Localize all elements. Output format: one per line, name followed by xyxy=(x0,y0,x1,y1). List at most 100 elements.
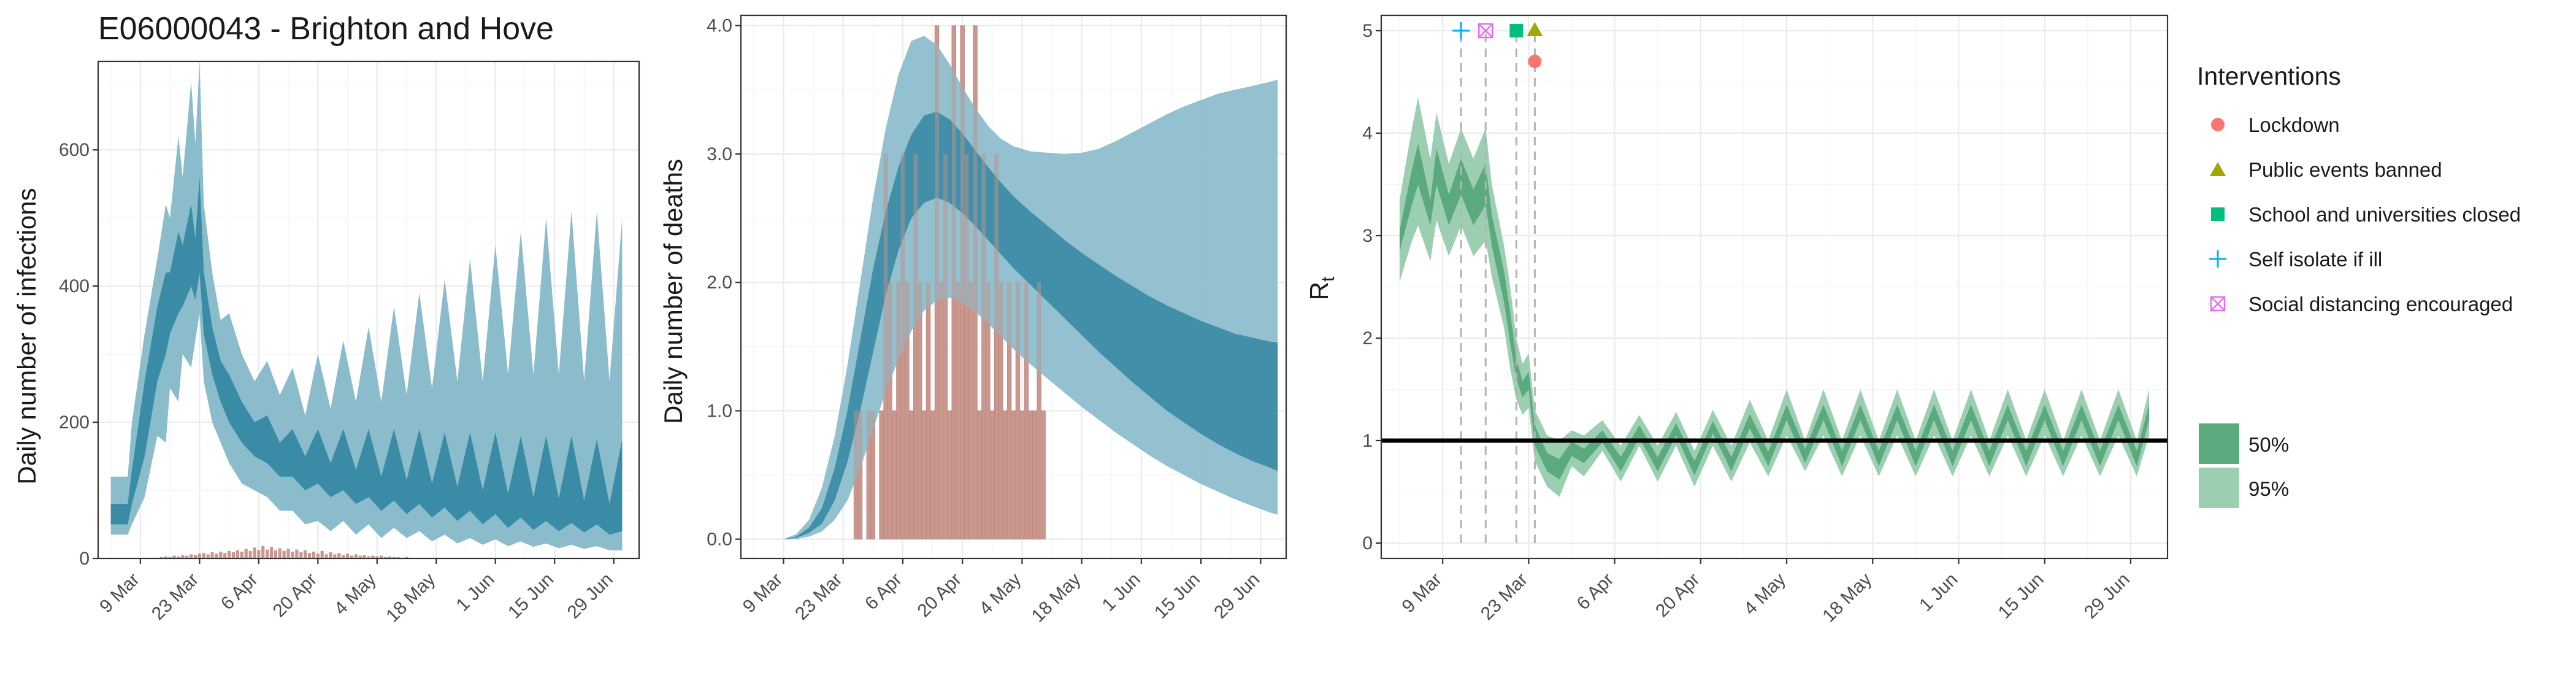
deaths-observed-bar-overlay xyxy=(892,411,897,539)
infections-case-bar xyxy=(261,546,265,558)
infections-y-tick-label: 600 xyxy=(59,140,90,160)
infections-y-axis-title: Daily number of infections xyxy=(12,188,41,484)
deaths-observed-bar-overlay xyxy=(854,411,858,539)
deaths-band-50 xyxy=(783,111,1278,539)
infections-case-bar xyxy=(367,556,370,558)
infections-case-bar xyxy=(316,554,320,558)
deaths-observed-bar-overlay xyxy=(973,25,978,539)
deaths-observed-bar-overlay xyxy=(918,282,922,539)
infections-case-bar xyxy=(320,550,324,558)
rt-y-axis-title-subscript: t xyxy=(1318,276,1338,282)
infections-case-bar xyxy=(362,555,366,558)
deaths-observed-bar-overlay xyxy=(1016,282,1020,539)
deaths-y-tick-label: 3.0 xyxy=(707,144,732,164)
rt-y-tick-label: 4 xyxy=(1362,123,1373,144)
infections-case-bar xyxy=(240,551,243,558)
infections-case-bar xyxy=(223,553,227,558)
self-isolate-plus-icon xyxy=(2209,250,2226,268)
social-distancing-marker-icon xyxy=(1478,23,1493,39)
infections-case-bar xyxy=(396,557,400,558)
rt-y-tick-label: 2 xyxy=(1362,328,1373,349)
deaths-observed-bar-overlay xyxy=(999,282,1003,539)
deaths-observed-bar-overlay xyxy=(1011,411,1016,539)
deaths-observed-bar-overlay xyxy=(947,411,952,539)
deaths-observed-bar-overlay xyxy=(977,411,982,539)
infections-case-bar xyxy=(274,550,278,558)
infections-case-bar xyxy=(392,557,396,558)
infections-case-bar xyxy=(358,555,362,558)
legend-title: Interventions xyxy=(2197,62,2341,90)
infections-case-bar xyxy=(231,552,236,558)
deaths-observed-bar-overlay xyxy=(981,153,986,539)
infections-panel-border xyxy=(97,60,640,560)
infections-case-bar xyxy=(312,551,316,558)
infections-case-bar xyxy=(177,556,180,558)
infections-case-bar xyxy=(299,552,303,558)
infections-case-bar xyxy=(206,554,210,558)
infections-case-bar xyxy=(383,557,388,558)
legend-label-ci-50: 50% xyxy=(2248,433,2289,456)
deaths-observed-bar-overlay xyxy=(1024,282,1029,539)
infections-case-bar xyxy=(405,557,408,558)
infections-case-bar xyxy=(193,555,197,558)
lockdown-marker-icon xyxy=(1528,55,1542,69)
lockdown-circle-icon xyxy=(2211,118,2225,131)
deaths-panel-border xyxy=(740,14,1287,560)
legend-ci-95: 95% xyxy=(2199,468,2289,508)
deaths-observed-bar-overlay xyxy=(858,411,862,539)
deaths-observed-bar-overlay xyxy=(1037,282,1041,539)
infections-case-bar xyxy=(291,551,294,558)
deaths-observed-bar-overlay xyxy=(900,153,905,539)
social-distancing-cross-icon xyxy=(2210,296,2225,311)
infections-case-bar xyxy=(181,555,185,558)
infections-case-bar xyxy=(350,555,354,558)
infections-case-bar xyxy=(354,554,358,558)
public-events-marker-icon xyxy=(1527,22,1543,37)
deaths-observed-bar-overlay xyxy=(870,411,875,539)
infections-case-bar xyxy=(286,549,290,558)
ci-50-swatch xyxy=(2199,423,2239,464)
infections-case-bar xyxy=(371,555,375,558)
infections-case-bar xyxy=(337,553,341,558)
infections-case-bar xyxy=(248,550,252,558)
deaths-observed-bar-overlay xyxy=(994,153,999,539)
deaths-observed-bar-overlay xyxy=(887,282,892,539)
infections-case-bar xyxy=(164,556,167,558)
infections-case-bar xyxy=(228,550,231,558)
legend-label-social-distancing: Social distancing encouraged xyxy=(2248,293,2513,315)
infections-case-bar xyxy=(185,555,189,558)
deaths-observed-bar-overlay xyxy=(1041,411,1046,539)
deaths-observed-bar-overlay xyxy=(879,411,884,539)
infections-case-bar xyxy=(168,557,172,558)
legend-label-school-closed: School and universities closed xyxy=(2248,203,2521,226)
social-distancing-marker-cross-icon xyxy=(1478,23,1493,38)
deaths-y-tick-label: 4.0 xyxy=(707,16,732,36)
infections-y-tick-label: 200 xyxy=(59,412,90,433)
deaths-observed-bar-overlay xyxy=(922,411,927,539)
deaths-observed-bar-overlay xyxy=(866,411,871,539)
infections-y-tick-label: 0 xyxy=(79,549,90,569)
social-distancing-boxx-icon xyxy=(2210,296,2226,312)
infections-case-bar xyxy=(345,554,350,558)
deaths-observed-bar-overlay xyxy=(939,282,943,539)
infections-case-bar xyxy=(329,552,332,558)
legend-ci-50: 50% xyxy=(2199,423,2289,464)
deaths-y-axis-title: Daily number of deaths xyxy=(659,159,688,424)
deaths-observed-bar-overlay xyxy=(1032,411,1037,539)
deaths-observed-bar-overlay xyxy=(896,282,901,539)
infections-case-bar xyxy=(159,557,163,558)
infections-case-bar xyxy=(278,548,282,558)
infections-case-bar xyxy=(219,551,223,558)
infections-case-bar xyxy=(197,554,201,558)
infections-case-bar xyxy=(172,555,176,558)
infections-case-bar xyxy=(189,554,193,558)
infections-case-bar xyxy=(282,550,286,558)
legend-item-public-events-banned: Public events banned xyxy=(2210,158,2442,181)
deaths-observed-bar-overlay xyxy=(1028,411,1033,539)
ci-95-swatch xyxy=(2199,468,2239,508)
infections-case-bar xyxy=(266,549,269,558)
infections-case-bar xyxy=(215,554,218,558)
rt-y-tick-label: 5 xyxy=(1362,21,1373,41)
